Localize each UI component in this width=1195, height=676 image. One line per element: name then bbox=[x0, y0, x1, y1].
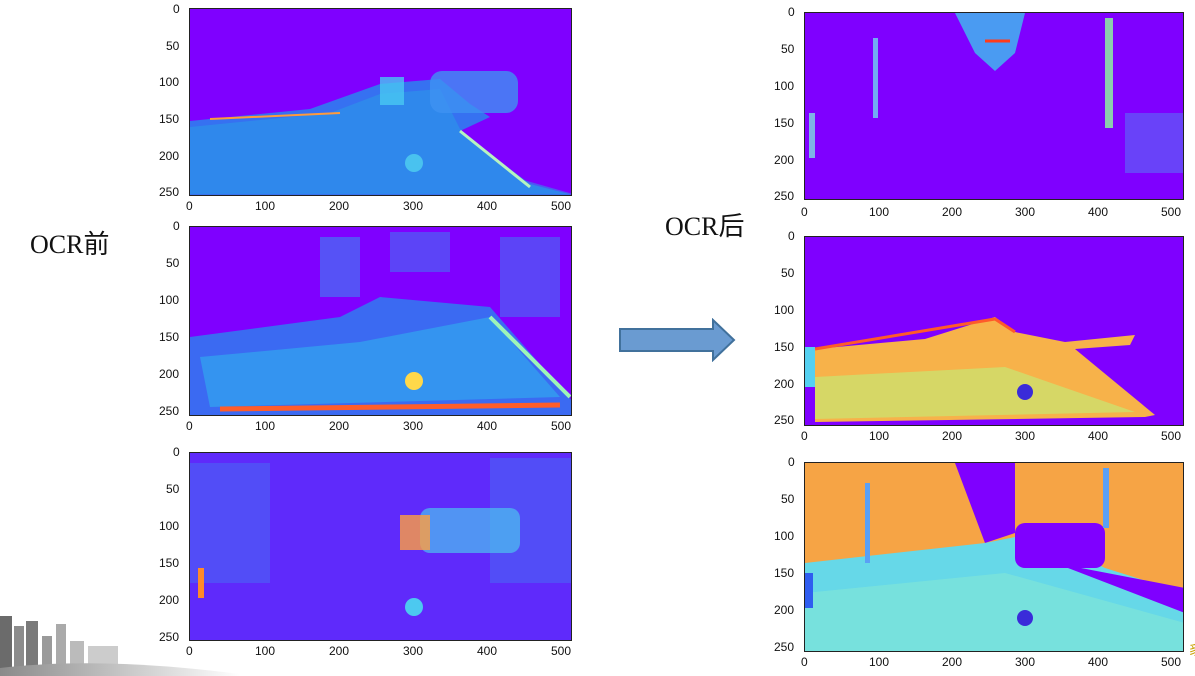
x-tick: 500 bbox=[551, 199, 572, 213]
y-tick: 0 bbox=[788, 5, 795, 19]
x-tick: 100 bbox=[869, 205, 890, 219]
corner-glyph: 豸 bbox=[1188, 640, 1195, 660]
x-tick: 100 bbox=[255, 199, 276, 213]
x-tick: 300 bbox=[403, 199, 424, 213]
heatmap-content bbox=[805, 463, 1183, 651]
heatmap-image bbox=[189, 452, 572, 641]
y-tick: 100 bbox=[159, 293, 180, 307]
x-tick: 200 bbox=[329, 419, 350, 433]
y-tick: 0 bbox=[173, 2, 180, 16]
y-tick: 250 bbox=[774, 640, 795, 654]
y-tick: 100 bbox=[774, 529, 795, 543]
y-tick: 150 bbox=[159, 556, 180, 570]
y-tick: 200 bbox=[159, 593, 180, 607]
y-tick: 50 bbox=[781, 42, 795, 56]
x-tick: 100 bbox=[255, 644, 276, 658]
x-tick: 100 bbox=[255, 419, 276, 433]
y-tick: 150 bbox=[159, 112, 180, 126]
y-tick: 150 bbox=[774, 116, 795, 130]
x-tick: 400 bbox=[477, 199, 498, 213]
heatmap-content bbox=[190, 453, 571, 640]
x-tick: 400 bbox=[1088, 655, 1109, 669]
y-tick: 250 bbox=[159, 404, 180, 418]
x-tick: 200 bbox=[329, 644, 350, 658]
x-tick: 200 bbox=[942, 205, 963, 219]
x-tick: 0 bbox=[186, 644, 193, 658]
label-ocr-after: OCR后 bbox=[665, 212, 745, 241]
x-tick: 400 bbox=[1088, 205, 1109, 219]
x-tick: 300 bbox=[403, 644, 424, 658]
y-tick: 50 bbox=[166, 482, 180, 496]
heatmap-image bbox=[189, 226, 572, 416]
heatmap-content bbox=[190, 232, 571, 415]
y-tick: 250 bbox=[774, 189, 795, 203]
x-tick: 300 bbox=[1015, 205, 1036, 219]
y-tick: 250 bbox=[159, 630, 180, 644]
x-tick: 100 bbox=[869, 429, 890, 443]
x-tick: 300 bbox=[1015, 429, 1036, 443]
y-tick: 150 bbox=[774, 566, 795, 580]
y-tick: 50 bbox=[781, 492, 795, 506]
y-tick: 0 bbox=[788, 229, 795, 243]
y-tick: 150 bbox=[159, 330, 180, 344]
x-tick: 500 bbox=[1161, 205, 1182, 219]
y-tick: 250 bbox=[774, 413, 795, 427]
x-tick: 500 bbox=[551, 419, 572, 433]
heatmap-image bbox=[804, 12, 1184, 200]
y-tick: 50 bbox=[166, 39, 180, 53]
x-tick: 300 bbox=[1015, 655, 1036, 669]
heatmap-image bbox=[804, 236, 1184, 426]
y-tick: 100 bbox=[159, 519, 180, 533]
y-tick: 50 bbox=[781, 266, 795, 280]
y-tick: 200 bbox=[159, 367, 180, 381]
heatmap-content bbox=[809, 13, 1183, 173]
y-tick: 100 bbox=[159, 75, 180, 89]
x-tick: 0 bbox=[801, 205, 808, 219]
y-tick: 0 bbox=[173, 445, 180, 459]
y-tick: 0 bbox=[173, 219, 180, 233]
x-tick: 100 bbox=[869, 655, 890, 669]
right-arrow-icon bbox=[619, 318, 736, 362]
y-tick: 250 bbox=[159, 185, 180, 199]
x-tick: 400 bbox=[477, 419, 498, 433]
heatmap-content bbox=[190, 71, 571, 195]
x-tick: 300 bbox=[403, 419, 424, 433]
heatmap-content bbox=[805, 317, 1155, 422]
heatmap-image bbox=[189, 8, 572, 196]
y-tick: 200 bbox=[159, 149, 180, 163]
x-tick: 500 bbox=[551, 644, 572, 658]
x-tick: 400 bbox=[477, 644, 498, 658]
x-tick: 200 bbox=[329, 199, 350, 213]
label-ocr-before: OCR前 bbox=[30, 230, 110, 259]
y-tick: 200 bbox=[774, 153, 795, 167]
heatmap-image bbox=[804, 462, 1184, 652]
y-tick: 100 bbox=[774, 303, 795, 317]
city-skyline-icon bbox=[0, 616, 240, 676]
y-tick: 0 bbox=[788, 455, 795, 469]
x-tick: 500 bbox=[1161, 429, 1182, 443]
y-tick: 100 bbox=[774, 79, 795, 93]
x-tick: 0 bbox=[186, 419, 193, 433]
y-tick: 50 bbox=[166, 256, 180, 270]
x-tick: 0 bbox=[801, 655, 808, 669]
x-tick: 400 bbox=[1088, 429, 1109, 443]
x-tick: 200 bbox=[942, 655, 963, 669]
x-tick: 500 bbox=[1161, 655, 1182, 669]
x-tick: 200 bbox=[942, 429, 963, 443]
x-tick: 0 bbox=[186, 199, 193, 213]
x-tick: 0 bbox=[801, 429, 808, 443]
y-tick: 150 bbox=[774, 340, 795, 354]
y-tick: 200 bbox=[774, 603, 795, 617]
y-tick: 200 bbox=[774, 377, 795, 391]
